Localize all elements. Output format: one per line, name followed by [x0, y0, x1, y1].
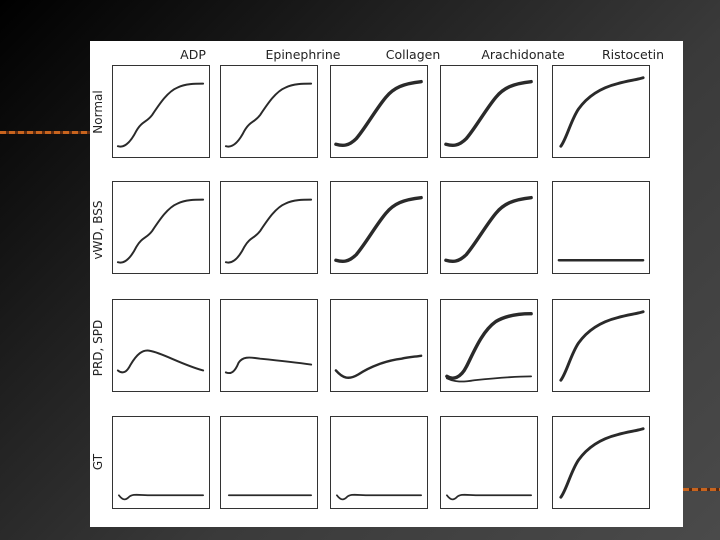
aggregation-curve — [445, 493, 533, 501]
panel-vwd-bss-adp — [112, 181, 210, 274]
aggregation-curve — [334, 195, 423, 264]
aggregation-curve — [559, 310, 645, 382]
aggregation-trace-plot — [559, 76, 645, 148]
aggregation-figure: ADP Epinephrine Collagen Arachidonate Ri… — [90, 41, 683, 527]
aggregation-curve — [444, 195, 533, 264]
column-label-epinephrine: Epinephrine — [265, 47, 341, 62]
panel-vwd-bss-ristocetin — [552, 181, 650, 274]
aggregation-curve — [559, 427, 645, 499]
aggregation-curve — [445, 311, 533, 380]
panel-prd-spd-epinephrine — [220, 299, 318, 392]
aggregation-curve — [334, 354, 423, 379]
panel-vwd-bss-epinephrine — [220, 181, 318, 274]
panel-normal-adp — [112, 65, 210, 158]
aggregation-curve — [224, 356, 313, 375]
aggregation-curve — [444, 79, 533, 148]
aggregation-curve — [117, 493, 205, 501]
panel-normal-ristocetin — [552, 65, 650, 158]
aggregation-trace-plot — [334, 354, 423, 379]
row-label-vwd-bss: vWD, BSS — [91, 200, 105, 260]
row-label-prd-spd: PRD, SPD — [91, 319, 105, 377]
aggregation-trace-plot — [445, 493, 533, 501]
aggregation-curve — [335, 493, 423, 501]
column-label-arachidonate: Arachidonate — [481, 47, 565, 62]
panel-normal-arachidonate — [440, 65, 538, 158]
decorative-line-right — [683, 488, 720, 491]
panel-prd-spd-adp — [112, 299, 210, 392]
panel-prd-spd-arachidonate — [440, 299, 538, 392]
aggregation-trace-plot — [224, 356, 313, 375]
aggregation-curve — [224, 82, 313, 148]
panel-normal-collagen — [330, 65, 428, 158]
panel-prd-spd-collagen — [330, 299, 428, 392]
panel-vwd-bss-collagen — [330, 181, 428, 274]
column-label-collagen: Collagen — [385, 47, 441, 62]
aggregation-trace-plot — [559, 310, 645, 382]
aggregation-trace-plot — [117, 493, 205, 501]
aggregation-curve — [445, 375, 533, 383]
aggregation-trace-plot — [444, 195, 533, 264]
aggregation-trace-plot — [116, 349, 205, 374]
aggregation-trace-plot — [557, 259, 645, 262]
panel-gt-arachidonate — [440, 416, 538, 509]
aggregation-trace-plot — [116, 198, 205, 264]
aggregation-trace-plot — [224, 82, 313, 148]
aggregation-trace-plot — [116, 82, 205, 148]
aggregation-trace-plot — [227, 494, 313, 497]
aggregation-curve — [116, 82, 205, 148]
aggregation-curve — [559, 76, 645, 148]
decorative-line-left — [0, 131, 92, 134]
aggregation-trace-plot — [224, 198, 313, 264]
aggregation-curve — [224, 198, 313, 264]
column-label-adp: ADP — [180, 47, 206, 62]
aggregation-trace-plot — [335, 493, 423, 501]
aggregation-curve — [116, 349, 205, 374]
aggregation-trace-plot — [445, 311, 533, 383]
panel-normal-epinephrine — [220, 65, 318, 158]
row-label-normal: Normal — [91, 90, 105, 134]
panel-gt-epinephrine — [220, 416, 318, 509]
aggregation-trace-plot — [334, 195, 423, 264]
panel-gt-ristocetin — [552, 416, 650, 509]
panel-vwd-bss-arachidonate — [440, 181, 538, 274]
column-label-ristocetin: Ristocetin — [601, 47, 665, 62]
aggregation-trace-plot — [334, 79, 423, 148]
aggregation-curve — [116, 198, 205, 264]
row-label-gt: GT — [91, 453, 105, 471]
aggregation-trace-plot — [559, 427, 645, 499]
aggregation-curve — [334, 79, 423, 148]
panel-prd-spd-ristocetin — [552, 299, 650, 392]
panel-gt-collagen — [330, 416, 428, 509]
panel-gt-adp — [112, 416, 210, 509]
aggregation-trace-plot — [444, 79, 533, 148]
